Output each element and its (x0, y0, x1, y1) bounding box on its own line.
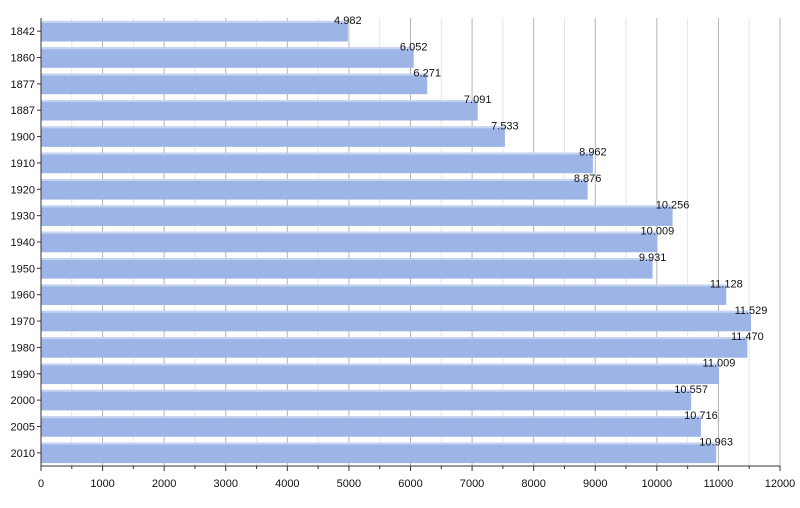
data-label-1887: 7.091 (464, 94, 492, 106)
y-tick-label-1990: 1990 (11, 369, 35, 381)
x-tick-label-10000: 10000 (642, 478, 673, 490)
data-label-1940: 10.009 (641, 226, 675, 238)
bar-highlight-1970 (41, 310, 751, 313)
data-label-2005: 10.716 (684, 410, 718, 422)
bar-highlight-1900 (41, 126, 505, 129)
bar-1950 (41, 258, 653, 279)
bar-1860 (41, 47, 414, 68)
y-tick-label-1860: 1860 (11, 53, 35, 65)
bar-1930 (41, 205, 673, 226)
bar-highlight-1877 (41, 73, 428, 76)
x-tick-label-7000: 7000 (460, 478, 484, 490)
bar-1980 (41, 337, 748, 358)
bar-2005 (41, 416, 701, 437)
bar-highlight-1940 (41, 231, 658, 234)
data-label-1860: 6.052 (400, 41, 428, 53)
data-label-1950: 9.931 (639, 252, 667, 264)
y-tick-label-1842: 1842 (11, 26, 35, 38)
data-label-2000: 10.557 (674, 384, 708, 396)
bar-highlight-1910 (41, 152, 593, 155)
bar-1990 (41, 363, 719, 385)
bar-highlight-1950 (41, 258, 653, 261)
data-label-1877: 6.271 (413, 68, 441, 80)
y-tick-label-1960: 1960 (11, 290, 35, 302)
data-label-1920: 8.876 (574, 173, 602, 185)
bar-highlight-2000 (41, 389, 692, 392)
x-tick-label-0: 0 (38, 478, 44, 490)
bar-1940 (41, 231, 658, 253)
y-tick-label-1970: 1970 (11, 316, 35, 328)
x-tick-label-1000: 1000 (90, 478, 114, 490)
bar-1970 (41, 310, 751, 332)
bar-2010 (41, 442, 717, 464)
data-label-1980: 11.470 (731, 331, 764, 343)
bars (41, 20, 751, 464)
bar-highlight-1980 (41, 337, 748, 340)
bar-highlight-1920 (41, 179, 588, 182)
x-tick-label-8000: 8000 (521, 478, 545, 490)
y-tick-label-2005: 2005 (11, 421, 35, 433)
bar-highlight-1842 (41, 20, 348, 23)
data-label-1960: 11.128 (710, 278, 743, 290)
y-tick-label-1980: 1980 (11, 342, 35, 354)
bar-highlight-1930 (41, 205, 673, 208)
y-tick-label-1887: 1887 (11, 105, 35, 117)
bar-2000 (41, 389, 692, 411)
x-tick-label-2000: 2000 (152, 478, 176, 490)
x-tick-label-3000: 3000 (214, 478, 238, 490)
x-tick-label-9000: 9000 (583, 478, 607, 490)
x-tick-labels: 0 1000 2000 3000 4000 5000 6000 7000 8000 9000 100… (38, 478, 795, 490)
bar-1960 (41, 284, 727, 305)
bar-highlight-1887 (41, 99, 478, 102)
y-tick-label-1920: 1920 (11, 184, 35, 196)
x-tick-label-6000: 6000 (398, 478, 422, 490)
y-tick-label-2010: 2010 (11, 448, 35, 460)
data-label-1970: 11.529 (735, 305, 768, 317)
bar-highlight-1960 (41, 284, 727, 287)
bar-1910 (41, 152, 593, 174)
data-label-1842: 4.982 (334, 15, 362, 27)
data-label-2010: 10.963 (699, 437, 733, 449)
y-tick-label-1950: 1950 (11, 263, 35, 275)
bar-highlight-2010 (41, 442, 717, 445)
x-tick-label-4000: 4000 (275, 478, 299, 490)
bar-1842 (41, 20, 348, 42)
bar-highlight-1860 (41, 47, 414, 50)
data-labels: 4.982 6.052 6.271 7.091 7.533 8.962 8.876 10.25… (334, 15, 767, 449)
data-label-1900: 7.533 (491, 120, 519, 132)
x-tick-label-5000: 5000 (337, 478, 361, 490)
y-tick-label-1877: 1877 (11, 79, 35, 91)
y-tick-label-1900: 1900 (11, 132, 35, 144)
bar-highlight-2005 (41, 416, 701, 419)
bar-1900 (41, 126, 505, 147)
bar-1920 (41, 179, 588, 200)
y-tick-label-1930: 1930 (11, 211, 35, 223)
y-tick-label-1940: 1940 (11, 237, 35, 249)
axes (37, 18, 781, 471)
data-label-1910: 8.962 (579, 147, 607, 159)
data-label-1990: 11.009 (703, 357, 736, 369)
bar-highlight-1990 (41, 363, 719, 366)
y-tick-label-1910: 1910 (11, 158, 35, 170)
x-tick-label-11000: 11000 (704, 478, 734, 490)
bar-1887 (41, 99, 478, 121)
data-label-1930: 10.256 (656, 199, 690, 211)
y-tick-labels: 1842 1860 1877 1887 1900 1910 1920 1930 1940 1950… (11, 26, 35, 460)
bar-1877 (41, 73, 428, 95)
x-tick-label-12000: 12000 (765, 478, 796, 490)
y-tick-label-2000: 2000 (11, 395, 35, 407)
